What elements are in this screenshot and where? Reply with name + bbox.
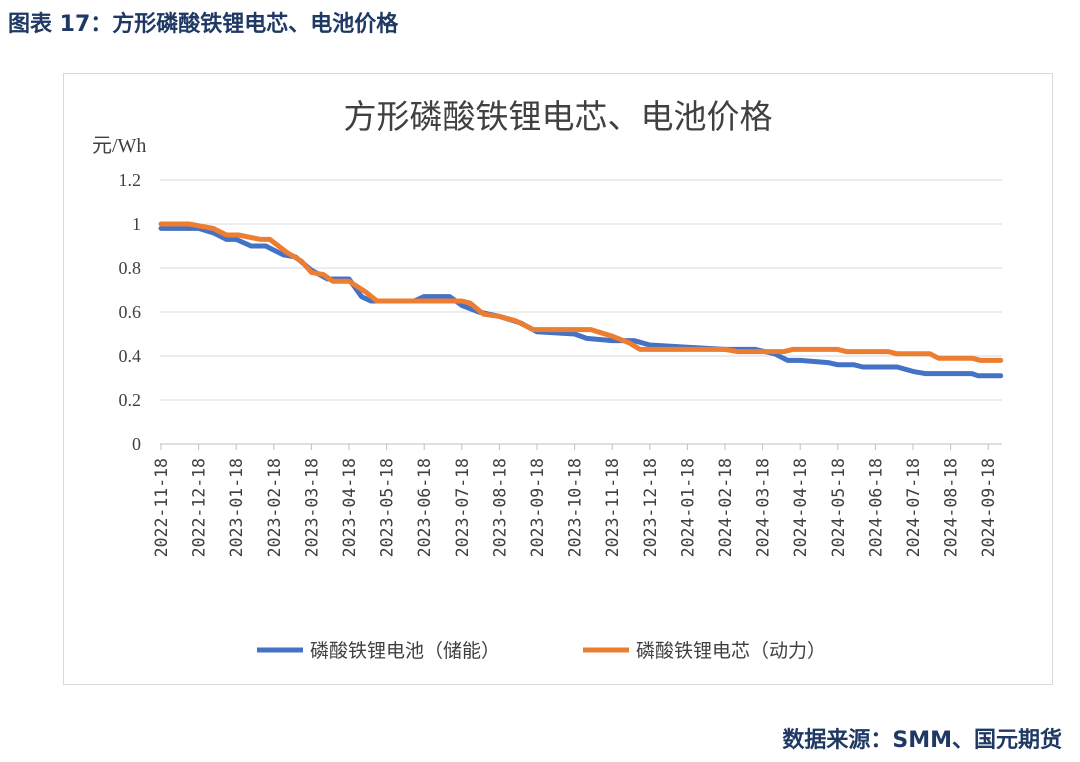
x-tick-label: 2023-03-18: [302, 458, 321, 557]
x-tick-label: 2023-07-18: [453, 458, 472, 557]
x-tick-label: 2023-12-18: [641, 458, 660, 557]
legend: 磷酸铁锂电池（储能） 磷酸铁锂电芯（动力）: [257, 640, 826, 662]
x-tick-label: 2024-01-18: [678, 458, 697, 557]
series-line-power: [158, 221, 1004, 363]
x-tick-label: 2024-03-18: [754, 458, 773, 557]
y-axis-unit: 元/Wh: [92, 135, 146, 157]
y-tick-label: 0.4: [119, 346, 142, 366]
x-tick-label: 2024-08-18: [942, 458, 961, 557]
x-tick-label: 2023-09-18: [528, 458, 547, 557]
figure-label: 图表 17：方形磷酸铁锂电芯、电池价格: [8, 6, 398, 38]
x-tick-label: 2022-11-18: [152, 458, 171, 557]
y-tick-labels: 0 0.2 0.4 0.6 0.8 1 1.2: [119, 170, 142, 454]
chart-frame: [63, 73, 1053, 685]
x-tick-label: 2024-07-18: [904, 458, 923, 557]
x-tick-label: 2023-11-18: [603, 458, 622, 557]
x-tick-label: 2023-10-18: [566, 458, 585, 557]
x-tick-label: 2023-04-18: [340, 458, 359, 557]
legend-label-storage: 磷酸铁锂电池（储能）: [310, 640, 500, 662]
y-tick-label: 1.2: [119, 170, 142, 190]
x-tick-label: 2023-08-18: [490, 458, 509, 557]
data-source: 数据来源：SMM、国元期货: [782, 722, 1062, 754]
x-tick-label: 2024-05-18: [829, 458, 848, 557]
y-tick-label: 0.8: [119, 258, 142, 278]
x-tick-label: 2024-09-18: [979, 458, 998, 557]
chart-title: 方形磷酸铁锂电芯、电池价格: [344, 97, 773, 136]
x-tick-label: 2024-02-18: [716, 458, 735, 557]
x-axis: 2022-11-18 2022-12-18 2023-01-18 2023-02-18…: [152, 444, 998, 557]
y-tick-label: 1: [132, 214, 141, 234]
y-tick-label: 0.2: [119, 390, 142, 410]
x-tick-label: 2022-12-18: [190, 458, 209, 557]
x-tick-label: 2023-05-18: [378, 458, 397, 557]
data-source-text: 数据来源：SMM、国元期货: [782, 728, 1062, 753]
gridlines: [160, 179, 1002, 445]
y-tick-label: 0: [132, 434, 141, 454]
x-tick-label: 2024-06-18: [866, 458, 885, 557]
x-tick-label: 2023-06-18: [415, 458, 434, 557]
x-tick-label: 2023-02-18: [265, 458, 284, 557]
line-chart: 方形磷酸铁锂电芯、电池价格 元/Wh 0 0.2 0.4 0.6 0.8 1 1.2 202…: [92, 97, 1004, 662]
legend-label-power: 磷酸铁锂电芯（动力）: [636, 640, 826, 662]
x-tick-label: 2023-01-18: [227, 458, 246, 557]
figure-label-text: 图表 17：方形磷酸铁锂电芯、电池价格: [8, 12, 399, 37]
series-lines: [158, 221, 1004, 379]
x-tick-label: 2024-04-18: [791, 458, 810, 557]
y-tick-label: 0.6: [119, 302, 142, 322]
